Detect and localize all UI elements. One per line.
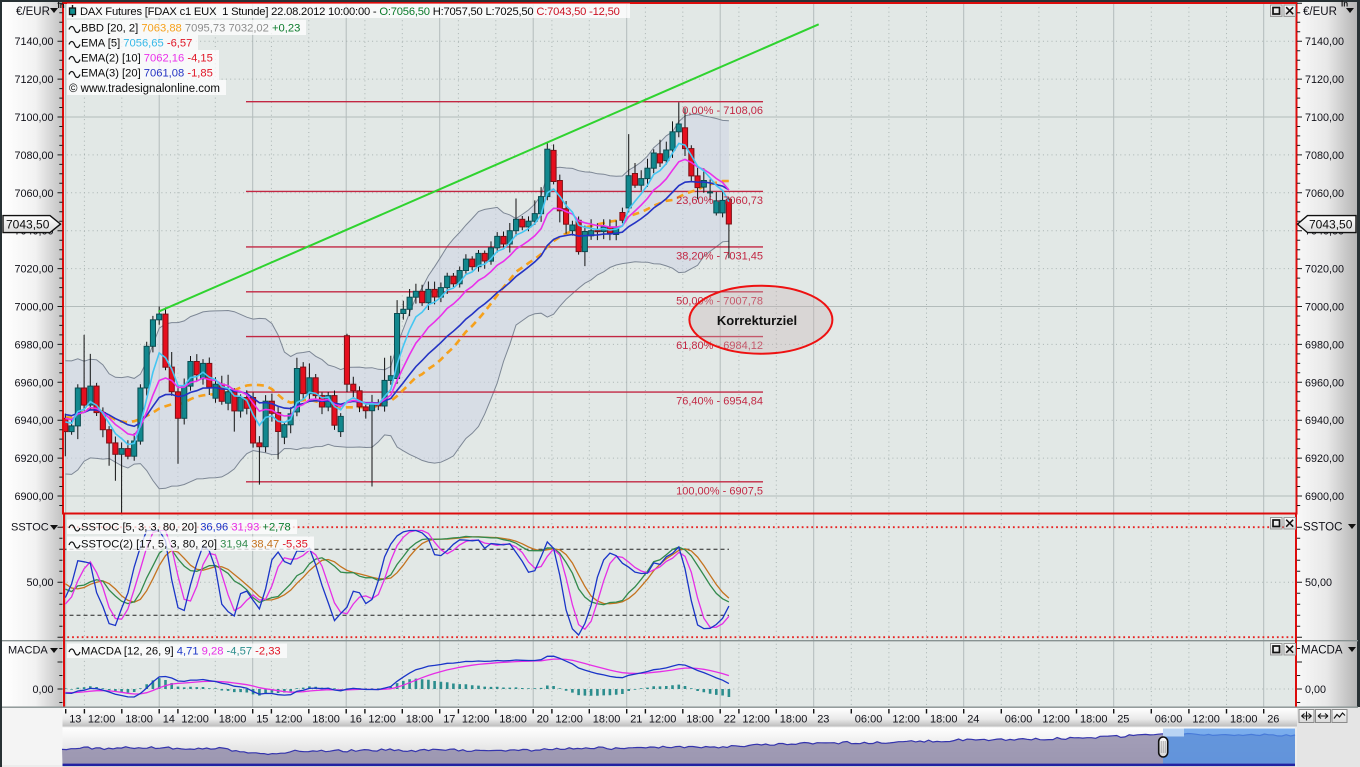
svg-text:14: 14 bbox=[163, 714, 175, 726]
svg-text:In: In bbox=[1341, 0, 1348, 9]
svg-text:25: 25 bbox=[1117, 714, 1129, 726]
svg-text:MACDA: MACDA bbox=[1301, 645, 1343, 657]
svg-text:7120,00: 7120,00 bbox=[14, 74, 53, 86]
svg-text:38,20% - 7031,45: 38,20% - 7031,45 bbox=[676, 250, 763, 262]
svg-text:6940,00: 6940,00 bbox=[1305, 415, 1344, 427]
svg-text:7100,00: 7100,00 bbox=[14, 112, 53, 124]
svg-text:7020,00: 7020,00 bbox=[1305, 264, 1344, 276]
svg-text:7000,00: 7000,00 bbox=[14, 302, 53, 314]
svg-text:7140,00: 7140,00 bbox=[1305, 36, 1344, 48]
svg-text:100,00% - 6907,5: 100,00% - 6907,5 bbox=[676, 485, 763, 497]
svg-text:7080,00: 7080,00 bbox=[1305, 150, 1344, 162]
svg-text:13: 13 bbox=[69, 714, 81, 726]
svg-text:EMA(2) [10] 7062,16 -4,15: EMA(2) [10] 7062,16 -4,15 bbox=[81, 53, 213, 65]
svg-text:12:00: 12:00 bbox=[892, 714, 920, 726]
svg-text:24: 24 bbox=[967, 714, 979, 726]
svg-text:18:00: 18:00 bbox=[1230, 714, 1258, 726]
svg-text:18:00: 18:00 bbox=[125, 714, 153, 726]
svg-text:© www.tradesignalonline.com: © www.tradesignalonline.com bbox=[69, 83, 220, 95]
svg-text:15: 15 bbox=[256, 714, 268, 726]
svg-text:7020,00: 7020,00 bbox=[14, 264, 53, 276]
svg-text:7100,00: 7100,00 bbox=[1305, 112, 1344, 124]
svg-text:21: 21 bbox=[630, 714, 642, 726]
svg-text:18:00: 18:00 bbox=[780, 714, 808, 726]
svg-text:7043,50: 7043,50 bbox=[6, 218, 50, 232]
svg-text:12:00: 12:00 bbox=[649, 714, 677, 726]
svg-text:12:00: 12:00 bbox=[181, 714, 209, 726]
svg-text:18:00: 18:00 bbox=[312, 714, 340, 726]
svg-text:12:00: 12:00 bbox=[275, 714, 303, 726]
svg-text:7043,50: 7043,50 bbox=[1309, 218, 1353, 232]
svg-text:61,80% - 6984,12: 61,80% - 6984,12 bbox=[676, 340, 763, 352]
svg-text:6920,00: 6920,00 bbox=[14, 453, 53, 465]
svg-text:12:00: 12:00 bbox=[462, 714, 490, 726]
svg-text:7000,00: 7000,00 bbox=[1305, 302, 1344, 314]
svg-text:23,60% - 7060,73: 23,60% - 7060,73 bbox=[676, 195, 763, 207]
svg-text:BBD [20, 2] 7063,88 7095,73 70: BBD [20, 2] 7063,88 7095,73 7032,02 +0,2… bbox=[81, 23, 300, 35]
svg-text:7060,00: 7060,00 bbox=[1305, 188, 1344, 200]
svg-text:SSTOC [5, 3, 3, 80, 20] 36,96: SSTOC [5, 3, 3, 80, 20] 36,96 31,93 +2,7… bbox=[81, 522, 291, 534]
svg-text:7140,00: 7140,00 bbox=[14, 36, 53, 48]
svg-text:06:00: 06:00 bbox=[855, 714, 883, 726]
svg-text:6900,00: 6900,00 bbox=[14, 491, 53, 503]
svg-text:18:00: 18:00 bbox=[406, 714, 434, 726]
svg-text:6940,00: 6940,00 bbox=[14, 415, 53, 427]
svg-text:In: In bbox=[58, 1, 65, 10]
svg-text:50,00: 50,00 bbox=[1305, 577, 1332, 589]
svg-text:18:00: 18:00 bbox=[930, 714, 958, 726]
svg-text:EMA [5] 7056,65 -6,57: EMA [5] 7056,65 -6,57 bbox=[81, 38, 192, 50]
svg-text:6960,00: 6960,00 bbox=[1305, 377, 1344, 389]
svg-text:12:00: 12:00 bbox=[742, 714, 770, 726]
svg-text:12:00: 12:00 bbox=[88, 714, 116, 726]
svg-text:0,00% - 7108,06: 0,00% - 7108,06 bbox=[682, 105, 763, 117]
svg-text:€/EUR: €/EUR bbox=[16, 6, 50, 18]
svg-text:06:00: 06:00 bbox=[1005, 714, 1033, 726]
svg-text:26: 26 bbox=[1267, 714, 1279, 726]
svg-text:0,00: 0,00 bbox=[1305, 684, 1326, 696]
svg-text:18:00: 18:00 bbox=[499, 714, 527, 726]
svg-text:Korrekturziel: Korrekturziel bbox=[717, 313, 797, 328]
svg-text:0,00: 0,00 bbox=[32, 684, 53, 696]
svg-text:SSTOC: SSTOC bbox=[1303, 522, 1342, 534]
svg-text:20: 20 bbox=[537, 714, 549, 726]
svg-text:18:00: 18:00 bbox=[1080, 714, 1108, 726]
svg-text:50,00: 50,00 bbox=[26, 577, 53, 589]
svg-text:6900,00: 6900,00 bbox=[1305, 491, 1344, 503]
svg-text:SSTOC: SSTOC bbox=[11, 522, 49, 534]
svg-text:22: 22 bbox=[724, 714, 736, 726]
svg-text:18:00: 18:00 bbox=[686, 714, 714, 726]
svg-text:MACDA [12, 26, 9] 4,71 9,28 -4: MACDA [12, 26, 9] 4,71 9,28 -4,57 -2,33 bbox=[81, 646, 281, 658]
svg-text:7080,00: 7080,00 bbox=[14, 150, 53, 162]
svg-text:12:00: 12:00 bbox=[555, 714, 583, 726]
svg-text:6980,00: 6980,00 bbox=[14, 339, 53, 351]
svg-text:76,40% - 6954,84: 76,40% - 6954,84 bbox=[676, 396, 763, 408]
svg-text:€/EUR: €/EUR bbox=[1303, 6, 1337, 18]
svg-text:SSTOC(2) [17, 5, 3, 80, 20] 31: SSTOC(2) [17, 5, 3, 80, 20] 31,94 38,47 … bbox=[81, 539, 308, 551]
svg-text:7120,00: 7120,00 bbox=[1305, 74, 1344, 86]
svg-text:6960,00: 6960,00 bbox=[14, 377, 53, 389]
svg-text:18:00: 18:00 bbox=[219, 714, 247, 726]
svg-text:6920,00: 6920,00 bbox=[1305, 453, 1344, 465]
svg-text:MACDA: MACDA bbox=[8, 645, 48, 657]
svg-text:12:00: 12:00 bbox=[1042, 714, 1070, 726]
svg-text:DAX Futures [FDAX c1 EUX 1 St: DAX Futures [FDAX c1 EUX 1 Stunde] 22.08… bbox=[80, 6, 620, 18]
svg-text:23: 23 bbox=[817, 714, 829, 726]
svg-text:EMA(3) [20] 7061,08 -1,85: EMA(3) [20] 7061,08 -1,85 bbox=[81, 68, 213, 80]
svg-text:16: 16 bbox=[350, 714, 362, 726]
svg-text:06:00: 06:00 bbox=[1155, 714, 1183, 726]
svg-text:18:00: 18:00 bbox=[593, 714, 621, 726]
svg-text:12:00: 12:00 bbox=[368, 714, 396, 726]
svg-text:17: 17 bbox=[443, 714, 455, 726]
svg-text:12:00: 12:00 bbox=[1192, 714, 1220, 726]
svg-text:6980,00: 6980,00 bbox=[1305, 339, 1344, 351]
svg-text:7060,00: 7060,00 bbox=[14, 188, 53, 200]
